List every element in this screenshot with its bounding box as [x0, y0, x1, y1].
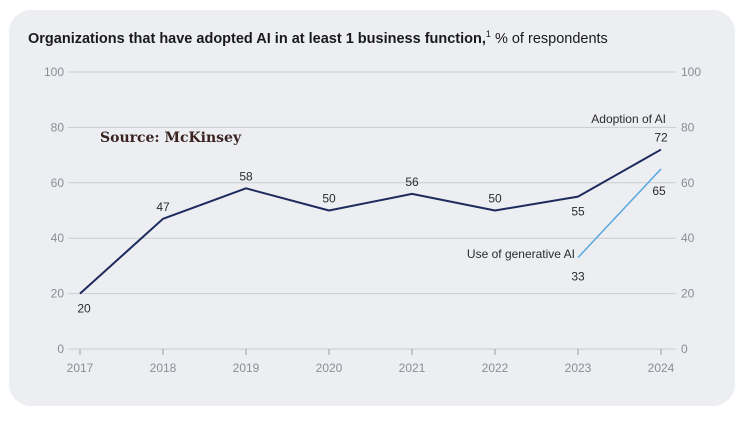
x-tick-2024: 2024	[648, 361, 675, 375]
data-label-adoption-2023: 55	[571, 205, 585, 219]
data-label-adoption-2018: 47	[156, 200, 170, 214]
chart-card	[9, 10, 735, 406]
chart-title-unit: % of respondents	[490, 31, 608, 47]
y-tick-left-100: 100	[44, 65, 64, 79]
source-note: Source: McKinsey	[100, 130, 242, 146]
y-tick-right-40: 40	[681, 231, 695, 245]
y-tick-right-20: 20	[681, 287, 695, 301]
chart-title: Organizations that have adopted AI in at…	[28, 29, 608, 47]
y-tick-right-80: 80	[681, 120, 695, 134]
data-label-adoption-2017: 20	[77, 302, 91, 316]
data-label-adoption-2024: 72	[654, 131, 668, 145]
footnote-marker: 1	[485, 29, 491, 40]
y-tick-left-60: 60	[51, 176, 65, 190]
x-tick-2019: 2019	[233, 361, 260, 375]
series-line-generative-ai	[577, 168, 662, 259]
data-label-adoption-2021: 56	[405, 175, 419, 189]
x-tick-2023: 2023	[565, 361, 592, 375]
x-tick-2017: 2017	[67, 361, 94, 375]
data-label-generative-2023: 33	[571, 270, 585, 284]
series-line-adoption-of-ai	[79, 148, 662, 295]
y-tick-left-40: 40	[51, 231, 65, 245]
x-tick-2018: 2018	[150, 361, 177, 375]
y-tick-right-60: 60	[681, 176, 695, 190]
y-tick-right-0: 0	[681, 342, 688, 356]
data-label-generative-2024: 65	[652, 184, 666, 198]
x-tick-2021: 2021	[399, 361, 426, 375]
chart-title-bold: Organizations that have adopted AI in at…	[28, 31, 486, 47]
y-tick-left-0: 0	[57, 342, 64, 356]
series-label-generative-ai: Use of generative AI	[467, 247, 575, 261]
y-tick-left-80: 80	[51, 120, 65, 134]
series-label-adoption-of-ai: Adoption of AI	[591, 112, 666, 126]
y-tick-right-100: 100	[681, 65, 701, 79]
data-label-adoption-2022: 50	[488, 192, 502, 206]
data-label-adoption-2019: 58	[239, 169, 253, 183]
data-label-adoption-2020: 50	[322, 192, 336, 206]
y-tick-left-20: 20	[51, 287, 65, 301]
x-tick-2022: 2022	[482, 361, 509, 375]
x-tick-2020: 2020	[316, 361, 343, 375]
